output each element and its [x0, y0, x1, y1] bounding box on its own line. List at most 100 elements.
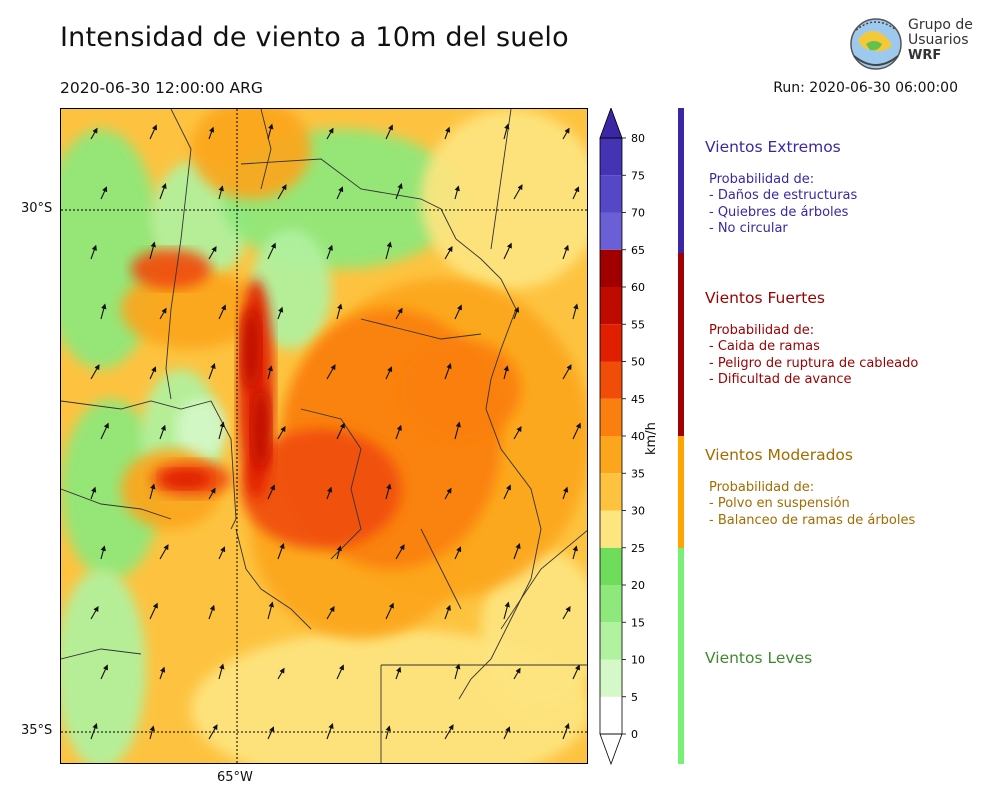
colorbar-tick-label: 30 [631, 505, 645, 518]
wind-vector [454, 663, 461, 680]
province-border [235, 528, 312, 630]
lat-label-30s: 30°S [21, 201, 53, 216]
field-region [251, 389, 271, 469]
wind-vector [277, 667, 285, 680]
wind-vector [208, 126, 215, 140]
wind-vector [562, 722, 570, 740]
legend-bar-extremos [678, 108, 684, 253]
province-border [240, 158, 457, 240]
run-time: Run: 2020-06-30 06:00:00 [773, 80, 958, 96]
legend-bar-moderados [678, 436, 684, 548]
wind-vector [326, 364, 336, 380]
wind-vector [336, 186, 344, 200]
wind-vector [385, 366, 393, 380]
province-border [61, 648, 142, 660]
wind-vector [159, 666, 166, 680]
wind-vector [90, 127, 98, 140]
colorbar-tick-label: 5 [631, 691, 638, 704]
logo-line-1: Grupo de [908, 17, 973, 33]
wind-vector [208, 604, 215, 620]
colorbar-segment [600, 547, 622, 585]
field-region [401, 339, 521, 439]
wind-vector [267, 123, 274, 140]
colorbar-segment [600, 510, 622, 548]
legend-line: - Peligro de ruptura de cableado [709, 355, 919, 371]
colorbar-tick-label: 15 [631, 616, 645, 629]
colorbar-extend-max [599, 106, 623, 139]
wind-vector [503, 242, 512, 260]
colorbar-segment [600, 622, 622, 660]
wind-vector [326, 127, 334, 140]
wind-vector [454, 185, 460, 200]
wind-vector [149, 366, 157, 380]
province-borders [61, 109, 587, 763]
wind-vector [90, 244, 97, 260]
colorbar-segment [600, 398, 622, 436]
legend-vientos-fuertes: Vientos Fuertes Probabilidad de: - Caida… [705, 289, 995, 388]
wind-vector [326, 605, 335, 620]
legend-line: - Daños de estructuras [709, 188, 858, 204]
wind-vector [513, 542, 521, 560]
province-border [455, 238, 542, 700]
colorbar: 0 5 10 15 20 25 30 35 40 45 50 55 60 65 70 75 80 [599, 106, 679, 768]
wind-vector [395, 424, 402, 440]
wind-vector [277, 184, 287, 200]
wind-vector [444, 245, 453, 260]
colorbar-segment [600, 287, 622, 325]
colorbar-tick-label: 0 [631, 728, 638, 741]
wind-speed-field [61, 109, 587, 763]
wind-vector [277, 542, 285, 560]
wind-vector [562, 605, 571, 620]
wind-vector [385, 602, 394, 620]
legend-title: Vientos Extremos [705, 138, 841, 156]
colorbar-tick-label: 80 [631, 132, 645, 145]
legend-line: - No circular [709, 220, 788, 236]
wind-vector [572, 664, 580, 680]
legend-bar-leves [678, 548, 684, 764]
colorbar-tick-label: 20 [631, 579, 645, 592]
wind-vector [100, 303, 107, 320]
colorbar-segment [600, 361, 622, 399]
legend-line: - Caida de ramas [709, 339, 820, 355]
wind-vector [395, 666, 402, 680]
wind-vector [444, 724, 454, 740]
wind-vector [149, 241, 156, 260]
wind-vector [385, 124, 393, 140]
wind-vector [503, 726, 511, 740]
wind-vector [100, 186, 108, 200]
wind-vector [218, 663, 225, 680]
wind-vector [277, 306, 284, 320]
colorbar-segment [600, 696, 622, 734]
valid-time: 2020-06-30 12:00:00 ARG [60, 79, 263, 97]
colorbar-tick-label: 10 [631, 654, 645, 667]
wind-vector [454, 546, 462, 560]
wind-vector [562, 364, 572, 380]
field-region [61, 399, 161, 579]
wind-vector [159, 182, 167, 200]
field-region [191, 109, 311, 199]
wind-vector [444, 604, 451, 620]
legend-vientos-moderados: Vientos Moderados Probabilidad de: - Pol… [705, 446, 995, 529]
wind-vector [267, 242, 276, 260]
wind-vector [503, 601, 510, 620]
wind-vector [572, 545, 578, 560]
colorbar-tick-label: 65 [631, 244, 645, 257]
wind-vector [444, 487, 452, 500]
colorbar-tick-label: 40 [631, 430, 645, 443]
wind-vector [326, 486, 333, 500]
wind-vector [267, 601, 274, 620]
wind-vector [149, 725, 155, 740]
wind-vector [513, 184, 523, 200]
colorbar-segment [600, 585, 622, 623]
legend-line: - Quiebres de árboles [709, 204, 849, 220]
wind-vector [326, 722, 334, 740]
wind-vector [336, 303, 343, 320]
wind-vector [503, 123, 510, 140]
wind-vector [336, 422, 345, 440]
field-region [238, 279, 274, 499]
legend-title: Vientos Fuertes [705, 289, 825, 307]
province-border [490, 109, 512, 250]
wind-vector [208, 724, 218, 740]
wind-vector [336, 545, 342, 560]
field-region [121, 269, 261, 349]
